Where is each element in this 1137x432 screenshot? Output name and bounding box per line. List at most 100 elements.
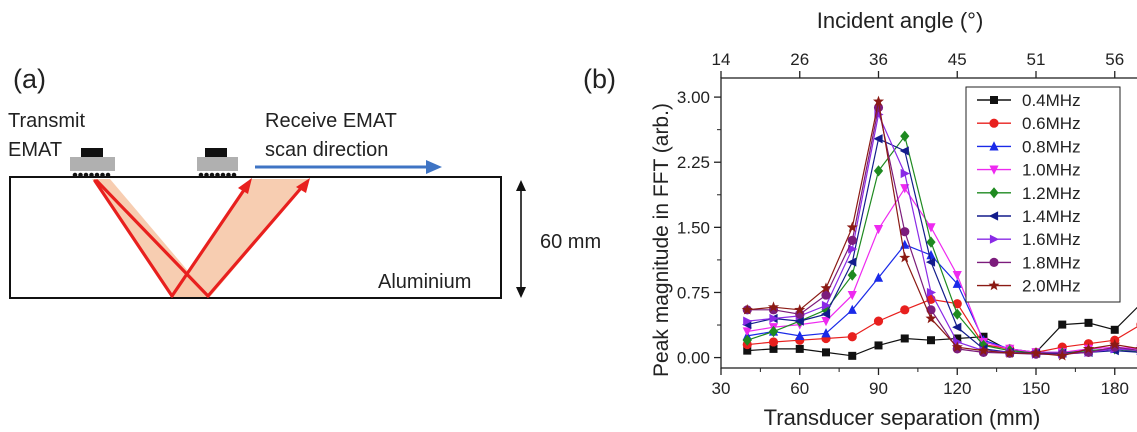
transmit-emat-coil <box>72 172 111 178</box>
legend-item: 1.2MHz <box>977 184 1081 203</box>
top-tick-label: 45 <box>948 50 967 69</box>
panel-b-chart: (b) Incident angle (°) 14 26 36 45 51 56 Peak… <box>583 8 1137 430</box>
data-point <box>952 270 962 281</box>
y-tick-label: 1.50 <box>677 218 710 237</box>
data-point <box>977 344 990 356</box>
data-point <box>769 313 779 324</box>
legend-item: 0.6MHz <box>977 114 1081 133</box>
material-label: Aluminium <box>378 271 471 293</box>
data-point <box>768 325 779 338</box>
data-point <box>768 337 779 347</box>
data-point <box>1058 320 1067 329</box>
data-point <box>873 224 884 235</box>
transmit-label-line1: Transmit <box>8 110 85 132</box>
series-line <box>747 298 1137 354</box>
data-point <box>821 300 832 311</box>
legend-label: 1.4MHz <box>1022 207 1081 226</box>
data-point <box>821 328 831 338</box>
ray-incident-1 <box>93 179 174 298</box>
legend-item: 1.6MHz <box>977 230 1081 249</box>
legend-item: 1.4MHz <box>977 207 1081 226</box>
data-point <box>953 337 963 347</box>
ray-incident-2 <box>95 179 210 298</box>
data-point <box>847 304 857 314</box>
plot-frame <box>720 77 1137 369</box>
scan-direction-arrowhead <box>426 160 442 174</box>
data-point <box>847 332 857 342</box>
data-point <box>873 134 883 144</box>
legend-item: 0.4MHz <box>977 91 1081 110</box>
thickness-arrow-bottom <box>516 287 526 298</box>
data-point <box>952 322 962 332</box>
series-line <box>747 306 1137 357</box>
data-point <box>743 346 752 355</box>
series-line <box>747 101 1137 357</box>
data-point <box>952 308 962 320</box>
top-tick-label: 26 <box>790 50 809 69</box>
data-point <box>767 301 780 312</box>
legend-swatch-marker <box>989 141 999 151</box>
data-point <box>873 316 884 326</box>
x-tick-label: 180 <box>1101 379 1129 398</box>
top-axis-ticks: 14 26 36 45 51 56 <box>712 50 1124 78</box>
data-point <box>873 165 884 177</box>
x-tick-label: 150 <box>1022 379 1050 398</box>
data-point <box>1056 350 1068 361</box>
data-point <box>926 287 937 298</box>
transmit-emat <box>70 148 115 178</box>
data-point <box>847 235 857 245</box>
y-axis-label: Peak magnitude in FFT (arb.) <box>650 103 673 377</box>
x-tick-label: 30 <box>712 379 731 398</box>
receive-emat <box>197 148 238 178</box>
data-point <box>848 351 857 360</box>
series-2_0MHz <box>741 95 1137 361</box>
data-point <box>795 344 804 353</box>
y-tick-label: 0.00 <box>677 349 710 368</box>
legend-label: 1.8MHz <box>1022 253 1081 272</box>
data-point <box>925 312 937 324</box>
data-point <box>874 341 883 350</box>
y-tick-label: 0.75 <box>677 283 710 302</box>
series-1_8MHz <box>742 102 1137 359</box>
data-point <box>900 305 910 315</box>
legend: 0.4MHz 0.6MHz 0.8MHz 1.0MHz 1.2MHz 1.4MHz 1.6M… <box>965 86 1121 303</box>
y-tick-label: 3.00 <box>677 88 710 107</box>
data-point <box>847 269 857 281</box>
data-point <box>900 334 909 343</box>
ray-arrowhead-1 <box>238 178 252 194</box>
data-point <box>821 317 831 327</box>
x-tick-label: 90 <box>869 379 888 398</box>
top-axis-label: Incident angle (°) <box>817 8 984 33</box>
data-point <box>1110 325 1119 334</box>
x-axis-label: Transducer separation (mm) <box>764 405 1041 430</box>
data-point <box>794 304 806 315</box>
data-point <box>1109 338 1121 350</box>
data-point <box>820 309 831 319</box>
legend-swatch-marker <box>989 257 999 267</box>
data-point <box>900 130 910 142</box>
legend-label: 1.2MHz <box>1022 184 1081 203</box>
legend-item: 0.8MHz <box>977 137 1081 156</box>
transmit-label-line2: EMAT <box>8 139 62 161</box>
data-point <box>847 257 857 267</box>
panel-a-schematic: (a) Transmit EMAT Receive EMAT scan dire… <box>8 64 601 299</box>
thickness-label: 60 mm <box>540 231 601 253</box>
data-point <box>899 251 911 263</box>
legend-label: 1.0MHz <box>1022 161 1081 180</box>
data-point <box>953 334 962 343</box>
data-point <box>1084 318 1093 327</box>
data-point <box>846 221 858 233</box>
transmit-emat-housing <box>70 157 115 171</box>
data-point <box>872 95 885 107</box>
data-point <box>742 334 752 346</box>
data-point <box>927 336 935 345</box>
receive-label-line2: scan direction <box>265 139 388 161</box>
ray-reflected-2 <box>206 185 304 298</box>
beam-shade-reflected <box>172 179 310 297</box>
data-point <box>926 223 936 233</box>
data-point <box>769 344 778 353</box>
legend-label: 0.6MHz <box>1022 114 1081 133</box>
series-layer <box>741 95 1137 361</box>
ray-arrowhead-2 <box>296 178 310 193</box>
